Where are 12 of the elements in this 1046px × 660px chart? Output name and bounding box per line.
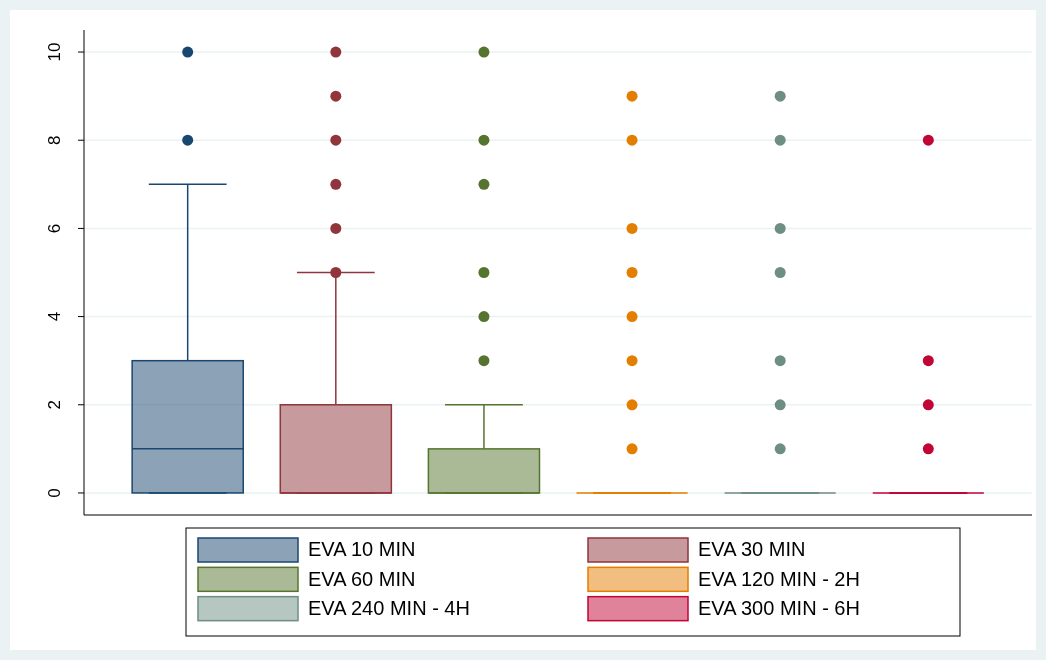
y-tick-label: 2 (45, 400, 65, 410)
y-tick-label: 6 (45, 223, 65, 234)
legend-label: EVA 120 MIN - 2H (698, 567, 860, 590)
legend-label: EVA 300 MIN - 6H (698, 596, 860, 619)
legend-label: EVA 10 MIN (308, 538, 416, 561)
y-tick-label: 0 (45, 488, 65, 498)
legend-label: EVA 60 MIN (308, 567, 416, 590)
y-tick-label: 4 (45, 311, 65, 322)
y-tick-label: 10 (45, 42, 65, 62)
y-tick-label: 8 (45, 135, 65, 145)
legend-label: EVA 240 MIN - 4H (308, 596, 470, 619)
legend-label: EVA 30 MIN (698, 538, 806, 561)
